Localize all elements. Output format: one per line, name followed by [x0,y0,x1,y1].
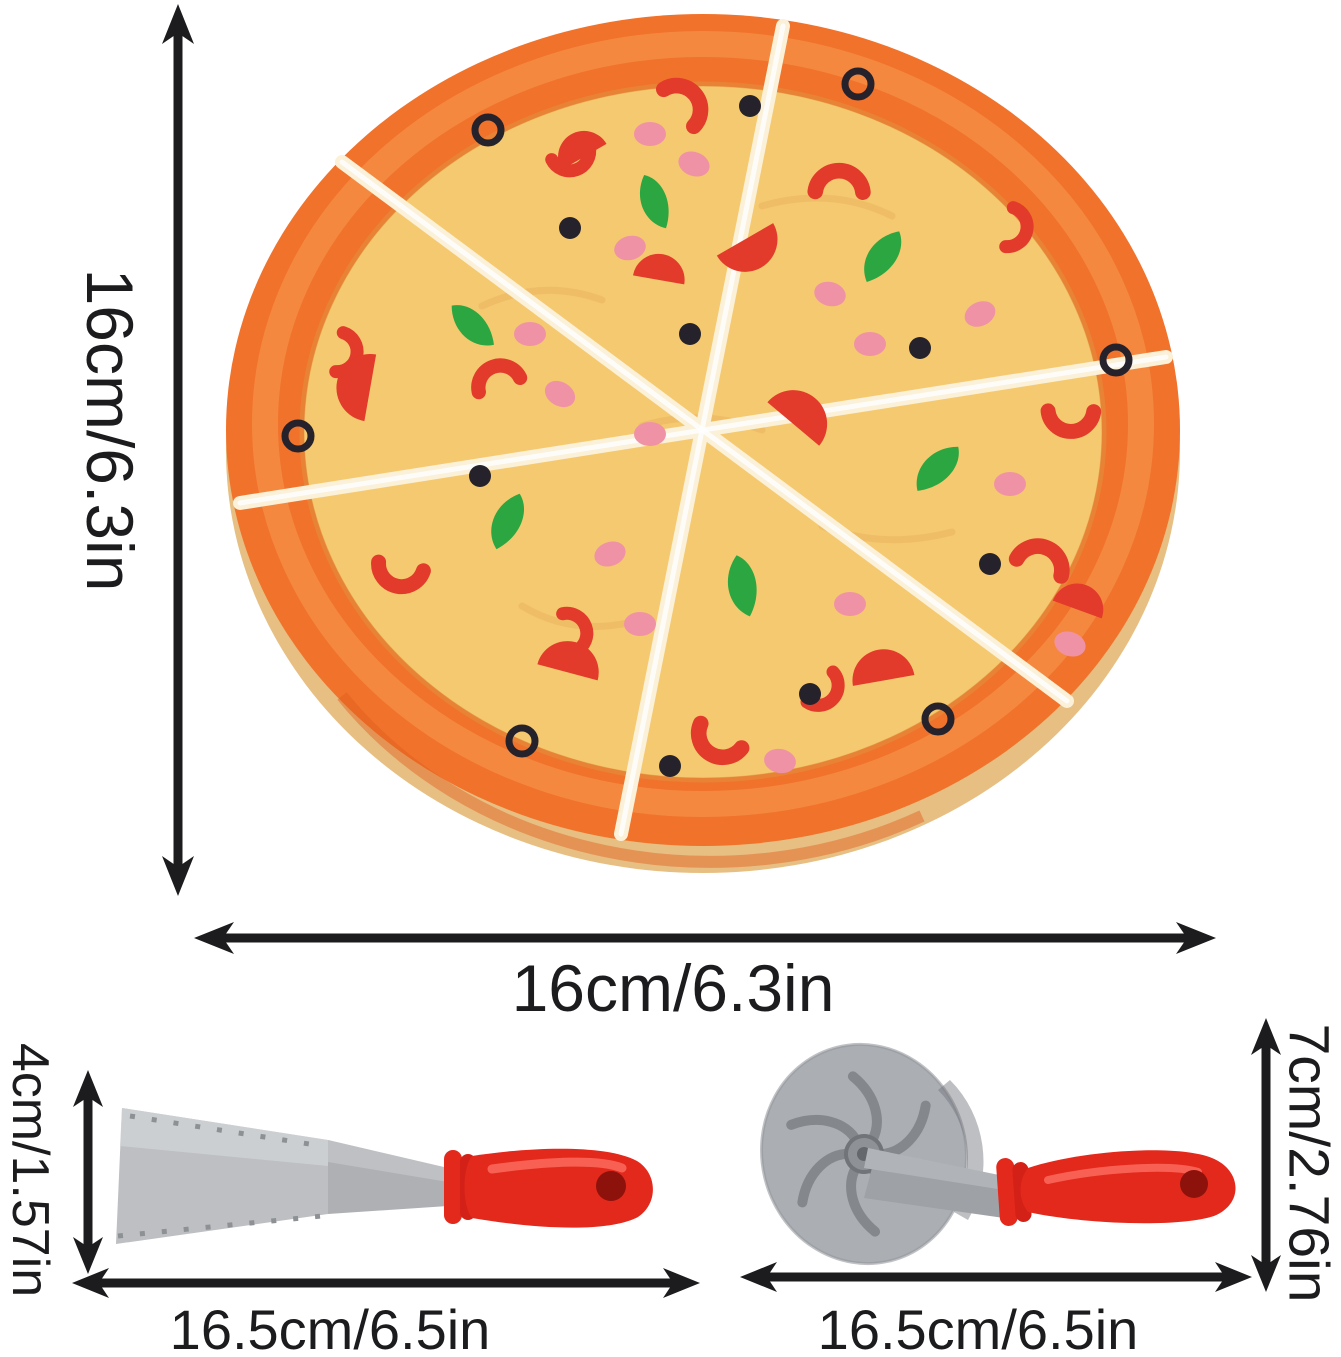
pizza-height-arrow [162,4,194,896]
cutter-handle [996,1150,1236,1226]
cutter-height-label: 7cm/2.76in [1276,1023,1341,1303]
spatula-height-label: 4cm/1.57in [1,1042,59,1298]
cutter-handle-hole [1180,1170,1208,1198]
pizza-cutter-image [760,1042,1236,1266]
spatula-height-arrow [73,1070,103,1274]
pizza-width-arrow [194,922,1216,954]
pizza-height-label: 16cm/6.3in [73,268,147,592]
spatula-handle [444,1148,653,1228]
spatula-blade [116,1108,448,1244]
pizza-image [226,14,1180,873]
spatula-width-arrow [72,1268,700,1298]
spatula-handle-hole [596,1171,626,1201]
cutter-yoke [864,1148,1004,1218]
cutter-height-arrow [1251,1018,1281,1292]
cutter-width-label: 16.5cm/6.5in [817,1298,1139,1357]
pizza-cut-lines [233,19,1173,841]
spatula-width-label: 16.5cm/6.5in [169,1298,491,1357]
spatula-image [116,1108,653,1244]
pizza-width-label: 16cm/6.3in [511,951,835,1025]
cutter-width-arrow [740,1262,1252,1292]
